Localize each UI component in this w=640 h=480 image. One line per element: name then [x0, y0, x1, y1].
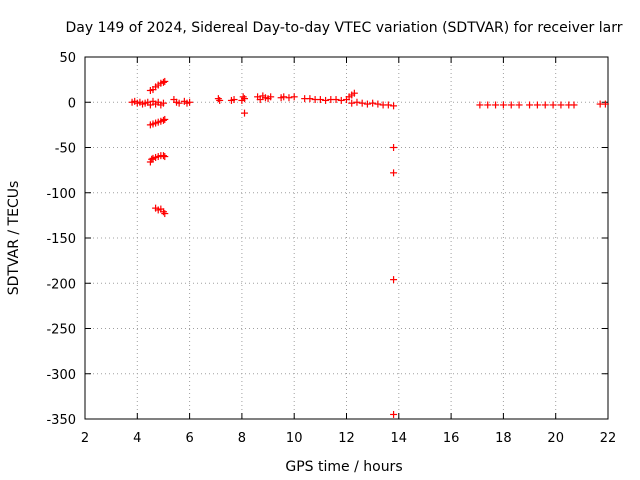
data-point — [216, 96, 224, 104]
data-point — [322, 96, 330, 104]
data-point — [374, 100, 382, 108]
data-point — [159, 116, 167, 124]
y-tick-label: -300 — [46, 368, 76, 383]
x-tick-label: 6 — [185, 431, 193, 446]
data-point — [332, 96, 340, 104]
data-point — [285, 94, 293, 102]
data-point — [601, 100, 609, 108]
x-tick-label: 8 — [238, 431, 246, 446]
data-point — [239, 93, 247, 101]
data-point — [161, 115, 169, 123]
data-point — [241, 109, 249, 117]
data-point — [390, 169, 398, 177]
data-point — [557, 101, 565, 109]
data-point — [549, 101, 557, 109]
data-point — [161, 77, 169, 85]
data-point — [161, 153, 169, 161]
data-point — [350, 89, 358, 97]
data-point — [533, 101, 541, 109]
data-point — [507, 101, 515, 109]
data-point — [175, 99, 183, 107]
axis-ticks: 2 4 6 8 10 12 14 16 18 20 22 50 0 -50 -100 -150 -200 -250… — [46, 51, 616, 446]
chart-title: Day 149 of 2024, Sidereal Day-to-day VTE… — [66, 20, 623, 36]
data-point — [280, 93, 288, 101]
y-tick-label: -100 — [46, 187, 76, 202]
data-point — [256, 96, 264, 104]
data-point — [159, 99, 167, 107]
data-point — [570, 101, 578, 109]
data-point — [499, 101, 507, 109]
x-tick-label: 14 — [391, 431, 408, 446]
data-point — [390, 276, 398, 284]
data-point — [358, 99, 366, 107]
y-tick-label: -50 — [55, 142, 76, 157]
x-tick-label: 20 — [547, 431, 564, 446]
data-point — [369, 99, 377, 107]
data-point — [316, 96, 324, 104]
data-point — [161, 210, 169, 218]
x-axis-label: GPS time / hours — [285, 459, 402, 475]
y-tick-label: -200 — [46, 277, 76, 292]
data-point — [476, 101, 484, 109]
data-point — [267, 93, 275, 101]
data-point — [384, 101, 392, 109]
data-point — [348, 99, 356, 107]
data-point — [515, 101, 523, 109]
data-point — [146, 101, 154, 109]
x-tick-label: 2 — [81, 431, 89, 446]
data-point — [390, 410, 398, 418]
x-tick-label: 10 — [286, 431, 303, 446]
grid-lines — [85, 57, 608, 419]
data-point — [159, 152, 167, 160]
data-points — [128, 77, 609, 418]
data-point — [484, 101, 492, 109]
data-point — [186, 98, 194, 106]
x-tick-label: 16 — [443, 431, 460, 446]
data-point — [492, 101, 500, 109]
data-point — [290, 93, 298, 101]
data-point — [353, 98, 361, 106]
x-tick-label: 4 — [133, 431, 141, 446]
x-tick-label: 18 — [495, 431, 512, 446]
data-point — [390, 102, 398, 110]
data-point — [148, 155, 156, 163]
y-tick-label: -150 — [46, 232, 76, 247]
x-tick-label: 22 — [600, 431, 617, 446]
data-point — [159, 78, 167, 86]
data-point — [306, 95, 314, 103]
data-point — [337, 96, 345, 104]
data-point — [214, 95, 222, 103]
y-tick-label: -350 — [46, 413, 76, 428]
y-tick-label: 50 — [59, 51, 76, 66]
x-tick-label: 12 — [338, 431, 355, 446]
data-point — [230, 96, 238, 104]
y-tick-label: -250 — [46, 323, 76, 338]
data-point — [241, 95, 249, 103]
data-point — [390, 144, 398, 151]
data-point — [526, 101, 534, 109]
data-point — [363, 100, 371, 108]
y-tick-label: 0 — [68, 96, 76, 111]
y-axis-label: SDTVAR / TECUs — [6, 181, 22, 296]
data-point — [541, 101, 549, 109]
